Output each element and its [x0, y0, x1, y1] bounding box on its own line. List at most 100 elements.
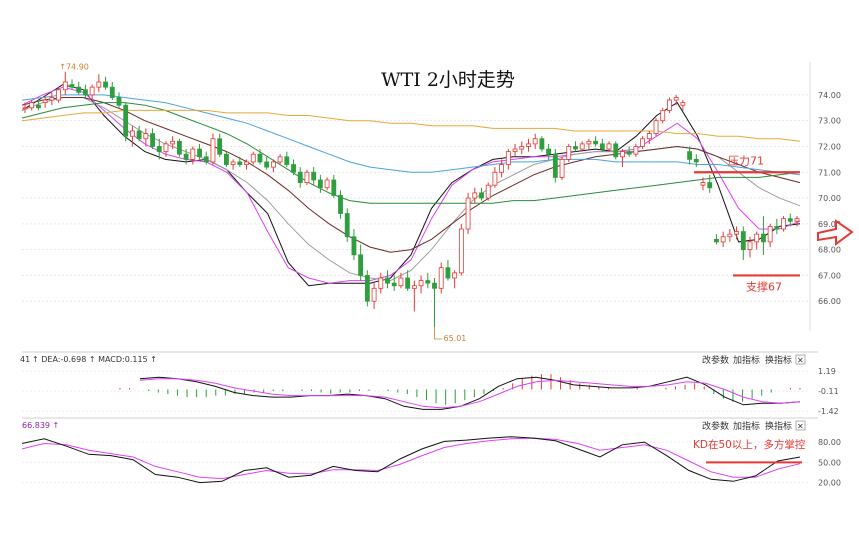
candle-body	[673, 97, 679, 101]
kdj-y-axis: 80.00 50.00 20.00	[818, 438, 841, 488]
candle-body	[123, 104, 129, 137]
candle-body	[76, 86, 82, 93]
candle-body	[539, 138, 545, 150]
kdj-header: 66.839 ↑	[22, 421, 59, 430]
main-y-tick-label: 66.00	[818, 297, 841, 306]
candle-body	[734, 231, 739, 235]
kdj-y-tick-label: 80.00	[818, 438, 841, 447]
candle-body	[405, 277, 411, 289]
kdj-close-icon[interactable]	[795, 420, 806, 431]
main-annotations: ↑74.90 65.01 压力71 支撑67	[59, 63, 800, 343]
candle-body	[331, 179, 337, 196]
candle-body	[277, 156, 283, 163]
candle-body	[465, 197, 471, 230]
kdj-edit-params-button[interactable]: 改参数	[702, 420, 729, 432]
candle-body	[96, 81, 102, 88]
moving-average-line-3	[21, 97, 801, 282]
kdj-annotations: KD在50以上，多方掌控	[693, 438, 806, 464]
candle-body	[620, 151, 625, 158]
candle-body	[411, 285, 417, 289]
candle-body	[546, 148, 552, 155]
candle-body	[304, 171, 310, 183]
kdj-y-tick-label: 20.00	[818, 479, 841, 488]
candle-body	[445, 267, 451, 279]
candle-body	[774, 226, 780, 230]
candle-body	[364, 275, 370, 302]
macd-dea-line	[139, 378, 801, 409]
candle-body	[653, 120, 659, 134]
candle-body	[727, 233, 733, 238]
candle-body	[606, 143, 612, 150]
macd-add-indicator-button[interactable]: 加指标	[733, 354, 760, 366]
candle-body	[223, 153, 229, 165]
macd-edit-params-button[interactable]: 改参数	[702, 354, 729, 366]
moving-average-line-5	[21, 102, 801, 204]
macd-y-tick-label: -0.11	[818, 387, 839, 396]
main-y-tick-label: 68.00	[818, 246, 841, 255]
candle-body	[291, 164, 296, 173]
candle-body	[398, 277, 404, 287]
candle-body	[344, 213, 350, 238]
candle-body	[351, 236, 357, 256]
candle-body	[109, 86, 115, 98]
candle-body	[163, 143, 169, 153]
candle-body	[89, 86, 95, 96]
candle-body	[707, 182, 713, 189]
macd-switch-indicator-button[interactable]: 换指标	[765, 354, 792, 366]
candle-body	[485, 184, 491, 199]
candle-body	[317, 179, 323, 189]
high-price-label: ↑74.90	[59, 63, 89, 72]
macd-y-axis: 1.19 -0.11 -1.42	[818, 367, 839, 416]
candle-body	[324, 179, 330, 189]
candle-body	[143, 133, 149, 140]
candle-body	[136, 130, 142, 140]
candle-body	[667, 99, 672, 111]
candle-body	[720, 236, 726, 243]
candle-body	[740, 231, 746, 251]
candle-body	[358, 254, 364, 276]
kdj-switch-indicator-button[interactable]: 换指标	[765, 420, 792, 432]
candle-body	[640, 138, 646, 147]
candle-body	[230, 161, 236, 165]
moving-average-line-7	[21, 109, 801, 142]
candle-body	[532, 138, 538, 145]
main-y-tick-label: 70.00	[818, 194, 841, 203]
candle-body	[767, 226, 773, 243]
main-y-tick-label: 67.00	[818, 271, 841, 280]
candle-body	[687, 151, 693, 160]
candle-body	[418, 280, 424, 287]
candle-body	[579, 143, 585, 150]
macd-header: ↑ DEA:-0.698 ↑ MACD:0.115 ↑	[32, 355, 157, 364]
candle-body	[29, 102, 35, 109]
candle-body	[552, 153, 558, 178]
kdj-y-tick-label: 50.00	[818, 458, 841, 467]
candle-body	[626, 151, 632, 155]
moving-average-line-2	[21, 86, 801, 284]
candle-body	[794, 218, 800, 222]
candle-body	[573, 146, 578, 150]
candle-body	[210, 138, 216, 163]
macd-histogram	[119, 374, 801, 405]
candle-body	[103, 81, 108, 88]
candle-body	[190, 148, 196, 160]
candle-body	[613, 143, 619, 158]
candle-body	[479, 192, 484, 199]
macd-close-icon[interactable]	[795, 354, 806, 365]
right-arrow-icon[interactable]	[817, 219, 854, 246]
candle-body	[270, 161, 276, 168]
candle-body	[22, 107, 28, 110]
main-grid	[22, 94, 808, 302]
kdj-add-indicator-button[interactable]: 加指标	[733, 420, 760, 432]
candle-body	[754, 233, 760, 243]
candle-body	[183, 153, 189, 160]
candle-body	[237, 161, 243, 165]
candle-body	[680, 102, 686, 106]
candle-body	[284, 156, 290, 165]
macd-lines	[139, 376, 801, 410]
candle-body	[714, 238, 719, 243]
candle-body	[747, 241, 753, 251]
kdj-d-line	[21, 437, 801, 480]
main-y-tick-label: 74.00	[818, 91, 841, 100]
macd-y-tick-label: 1.19	[818, 367, 836, 376]
candle-body	[646, 133, 652, 140]
